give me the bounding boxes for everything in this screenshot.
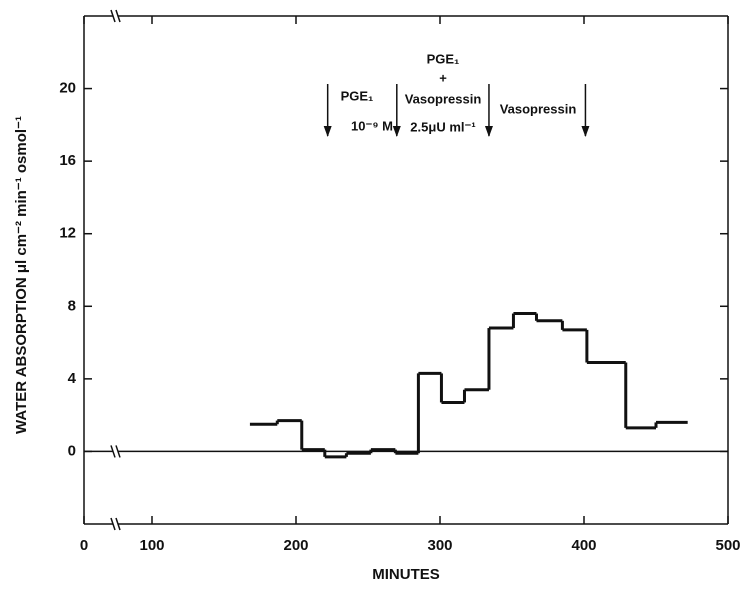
annotation: PGE₁ [341, 88, 374, 103]
x-tick-label: 200 [283, 537, 308, 554]
annotation: 2.5μU ml⁻¹ [410, 119, 475, 134]
axis-break [110, 9, 116, 23]
y-tick-label: 12 [59, 225, 76, 242]
y-axis-label: WATER ABSORPTION μl cm⁻² min⁻¹ osmol⁻¹ [13, 116, 30, 434]
x-tick-label: 300 [427, 537, 452, 554]
annotation: + [439, 70, 447, 85]
arrow-head [323, 126, 332, 137]
annotation: Vasopressin [500, 101, 577, 116]
y-tick-label: 16 [59, 152, 76, 169]
y-tick-label: 20 [59, 80, 76, 97]
axis-break [110, 445, 116, 458]
axis-break [115, 517, 121, 531]
axis-break [115, 445, 121, 458]
axis-break [115, 9, 121, 23]
arrow-head [484, 126, 493, 137]
arrow-head [392, 126, 401, 137]
annotation: 10⁻⁹ M [351, 118, 393, 133]
arrow-head [581, 126, 590, 137]
annotation: Vasopressin [405, 91, 482, 106]
y-tick-label: 0 [68, 442, 76, 459]
y-tick-label: 8 [68, 297, 76, 314]
x-tick-label: 0 [80, 537, 88, 554]
x-tick-label: 100 [139, 537, 164, 554]
x-tick-label: 500 [715, 537, 740, 554]
annotation: PGE₁ [427, 51, 460, 66]
axis-break [110, 517, 116, 531]
y-tick-label: 4 [68, 370, 77, 387]
x-tick-label: 400 [571, 537, 596, 554]
x-axis-label: MINUTES [372, 566, 440, 583]
